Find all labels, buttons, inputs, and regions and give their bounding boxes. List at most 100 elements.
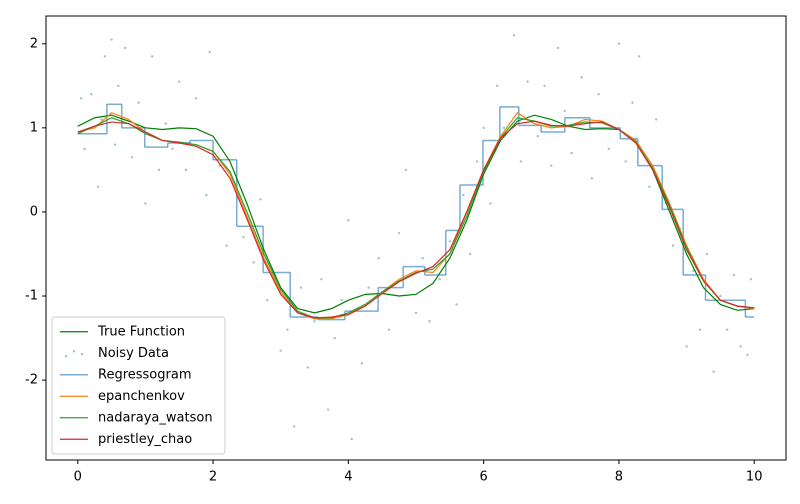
data-point: [178, 80, 181, 83]
data-point: [171, 147, 174, 151]
legend-box: [51, 316, 226, 455]
data-point: [705, 252, 709, 256]
data-point: [512, 34, 516, 37]
data-point: [526, 80, 529, 83]
data-point: [543, 84, 546, 87]
data-point: [184, 168, 188, 172]
data-point: [83, 147, 86, 151]
data-point: [495, 84, 499, 87]
data-point: [712, 370, 715, 373]
x-tick-label: 0: [74, 470, 82, 485]
data-point: [438, 278, 441, 281]
data-point: [475, 160, 479, 163]
legend-marker: [72, 350, 76, 353]
data-point: [580, 76, 583, 79]
axes-frame: [45, 15, 787, 461]
data-point: [252, 261, 255, 264]
data-point: [725, 328, 729, 331]
data-point: [100, 118, 103, 121]
data-point: [482, 126, 485, 130]
y-tick-label: -2: [25, 373, 38, 388]
data-point: [96, 185, 100, 188]
data-point: [208, 50, 211, 54]
x-tick-label: 4: [344, 470, 352, 485]
data-point: [340, 299, 343, 302]
data-point: [732, 273, 736, 277]
data-point: [462, 193, 465, 197]
data-point: [194, 97, 198, 100]
data-point: [377, 256, 380, 260]
legend-label: Regressogram: [98, 367, 191, 382]
data-point: [347, 219, 350, 222]
data-point: [144, 202, 147, 205]
data-point: [617, 42, 621, 45]
data-point: [367, 286, 370, 289]
data-point: [397, 231, 401, 235]
x-tick-label: 2: [209, 470, 217, 485]
data-point: [698, 328, 702, 331]
data-point: [90, 93, 93, 96]
data-point: [404, 168, 408, 172]
data-point: [110, 38, 113, 41]
series-line: [77, 120, 755, 319]
data-point: [739, 345, 742, 348]
data-point: [746, 353, 749, 357]
data-point: [150, 55, 154, 58]
data-point: [421, 256, 424, 260]
data-point: [265, 299, 269, 302]
data-point: [648, 185, 651, 188]
data-point: [387, 328, 391, 331]
data-point: [654, 118, 658, 121]
y-tick-label: 2: [30, 36, 38, 51]
data-point: [350, 437, 353, 441]
data-point: [306, 366, 309, 369]
data-point: [79, 97, 83, 100]
data-point: [638, 55, 641, 58]
data-point: [293, 425, 296, 428]
data-point: [692, 269, 695, 272]
data-point: [164, 122, 167, 125]
data-point: [489, 202, 492, 205]
data-point: [130, 156, 134, 159]
data-point: [550, 164, 553, 167]
data-point: [624, 160, 627, 163]
legend-label: priestley_chao: [98, 432, 192, 447]
data-point: [259, 198, 262, 201]
data-point: [468, 252, 472, 256]
x-tick-label: 10: [746, 470, 763, 485]
data-point: [519, 160, 523, 163]
data-point: [570, 151, 573, 155]
y-tick-label: 0: [30, 204, 38, 219]
data-point: [279, 349, 282, 352]
data-point: [320, 278, 323, 281]
legend-label: True Function: [97, 324, 185, 339]
data-point: [103, 55, 107, 58]
data-point: [123, 46, 127, 50]
data-point: [242, 235, 245, 239]
data-point: [299, 286, 303, 289]
y-tick-label: -1: [25, 289, 38, 304]
data-point: [113, 143, 117, 146]
x-tick-label: 8: [615, 470, 623, 485]
data-point: [414, 311, 418, 315]
data-point: [556, 46, 560, 50]
data-point: [428, 320, 431, 323]
data-point: [333, 336, 337, 340]
data-point: [597, 93, 600, 96]
x-tick-label: 6: [480, 470, 488, 485]
data-point: [685, 345, 688, 348]
data-point: [590, 177, 594, 180]
data-point: [205, 193, 208, 197]
data-point: [536, 135, 539, 138]
data-point: [117, 84, 120, 87]
legend-marker: [80, 353, 84, 356]
legend-marker: [64, 355, 68, 358]
data-point: [563, 109, 567, 113]
data-point: [502, 126, 506, 130]
data-point: [448, 240, 452, 243]
plot-area: [77, 34, 755, 441]
legend-label: nadaraya_watson: [98, 410, 213, 425]
data-point: [286, 328, 289, 331]
